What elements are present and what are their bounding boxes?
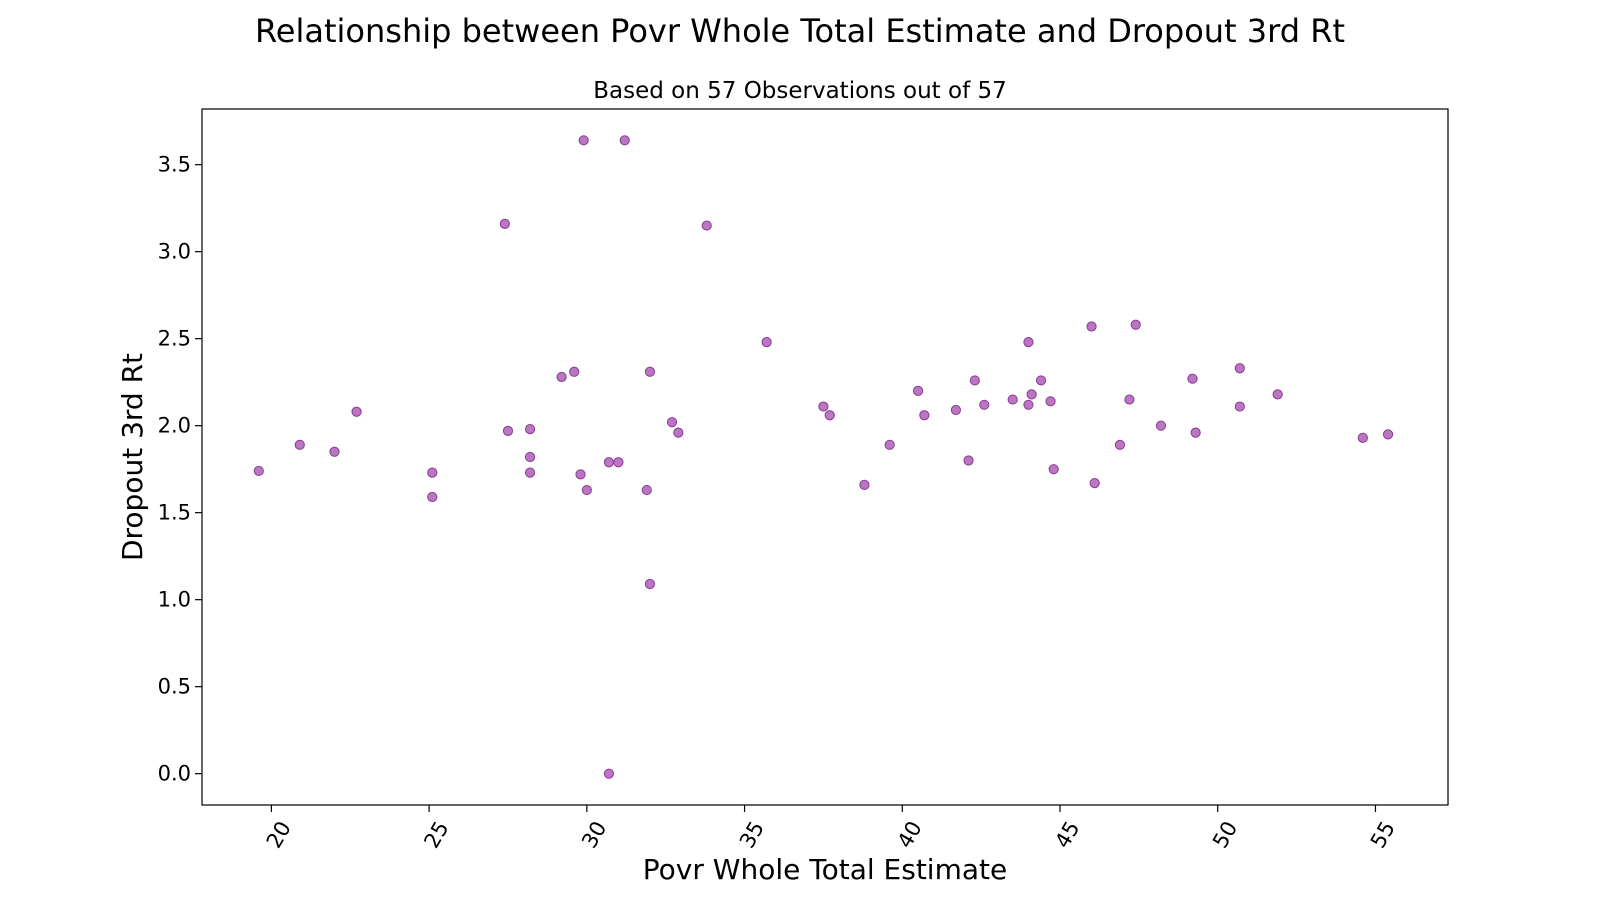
x-tick-label: 45 bbox=[1050, 817, 1084, 852]
x-tick-label: 40 bbox=[893, 817, 927, 852]
y-tick-label: 1.0 bbox=[158, 588, 191, 612]
data-point bbox=[1114, 439, 1126, 450]
data-point bbox=[524, 451, 536, 463]
data-point bbox=[569, 366, 580, 377]
data-point bbox=[1023, 337, 1034, 348]
data-point bbox=[979, 399, 990, 410]
data-point bbox=[1190, 427, 1201, 438]
data-point bbox=[581, 484, 592, 496]
data-point bbox=[644, 578, 656, 590]
data-point bbox=[673, 427, 684, 438]
data-point bbox=[1124, 394, 1135, 405]
x-tick-label: 50 bbox=[1208, 817, 1242, 852]
data-point bbox=[824, 410, 835, 421]
data-point bbox=[427, 491, 438, 503]
data-point bbox=[427, 467, 438, 478]
y-tick-label: 1.5 bbox=[158, 501, 191, 525]
chart-subtitle: Based on 57 Observations out of 57 bbox=[593, 78, 1007, 104]
y-tick-label: 2.5 bbox=[158, 327, 191, 351]
x-axis-label: Povr Whole Total Estimate bbox=[643, 853, 1007, 886]
data-point bbox=[884, 439, 895, 450]
data-point bbox=[1272, 389, 1283, 400]
data-point bbox=[603, 768, 615, 779]
data-point bbox=[1023, 399, 1034, 410]
y-tick-label: 2.0 bbox=[158, 414, 191, 438]
data-point bbox=[619, 135, 630, 146]
data-point bbox=[1089, 478, 1100, 489]
x-axis: 20 25 30 35 40 45 50 55 bbox=[262, 805, 1400, 852]
data-point bbox=[1187, 373, 1198, 384]
data-points bbox=[253, 135, 1394, 779]
data-point bbox=[1382, 429, 1394, 440]
data-point bbox=[502, 425, 514, 436]
data-point bbox=[556, 371, 567, 383]
y-tick-label: 0.5 bbox=[158, 675, 191, 699]
data-point bbox=[294, 439, 305, 450]
data-point bbox=[1007, 394, 1018, 405]
data-point bbox=[818, 401, 829, 412]
data-point bbox=[1155, 420, 1167, 431]
data-point bbox=[1026, 389, 1037, 400]
data-point bbox=[253, 465, 264, 477]
data-point bbox=[963, 455, 974, 466]
data-point bbox=[912, 385, 924, 396]
x-tick-label: 35 bbox=[735, 817, 769, 852]
x-tick-label: 55 bbox=[1366, 817, 1400, 852]
data-point bbox=[1045, 396, 1056, 407]
data-point bbox=[644, 366, 656, 377]
data-point bbox=[1234, 363, 1245, 374]
data-point bbox=[761, 337, 772, 348]
plot-area-frame bbox=[201, 108, 1449, 806]
data-point bbox=[919, 410, 930, 421]
y-tick-label: 3.5 bbox=[158, 153, 191, 177]
y-tick-label: 3.0 bbox=[158, 240, 191, 264]
data-point bbox=[1048, 464, 1059, 475]
data-point bbox=[701, 220, 712, 231]
y-tick-label: 0.0 bbox=[158, 762, 191, 786]
data-point bbox=[1086, 321, 1097, 332]
data-point bbox=[578, 135, 589, 146]
data-point bbox=[1130, 319, 1141, 330]
data-point bbox=[329, 446, 340, 457]
data-point bbox=[524, 424, 536, 435]
y-axis-label: Dropout 3rd Rt bbox=[116, 353, 149, 561]
data-point bbox=[641, 484, 652, 496]
data-point bbox=[575, 469, 586, 480]
data-point bbox=[524, 467, 536, 478]
data-point bbox=[613, 457, 624, 468]
data-point bbox=[499, 218, 510, 229]
data-point bbox=[351, 406, 362, 417]
chart-title: Relationship between Povr Whole Total Es… bbox=[255, 12, 1345, 50]
x-tick-label: 25 bbox=[419, 817, 453, 852]
data-point bbox=[1357, 432, 1368, 443]
y-axis: 0.0 0.5 1.0 1.5 2.0 2.5 3.0 3.5 bbox=[158, 153, 202, 786]
x-tick-label: 30 bbox=[577, 817, 611, 852]
data-point bbox=[969, 375, 980, 386]
x-tick-label: 20 bbox=[262, 817, 296, 852]
data-point bbox=[950, 404, 962, 416]
data-point bbox=[859, 479, 870, 490]
data-point bbox=[603, 457, 615, 468]
data-point bbox=[666, 417, 678, 428]
data-point bbox=[1035, 375, 1047, 386]
data-point bbox=[1234, 401, 1245, 412]
